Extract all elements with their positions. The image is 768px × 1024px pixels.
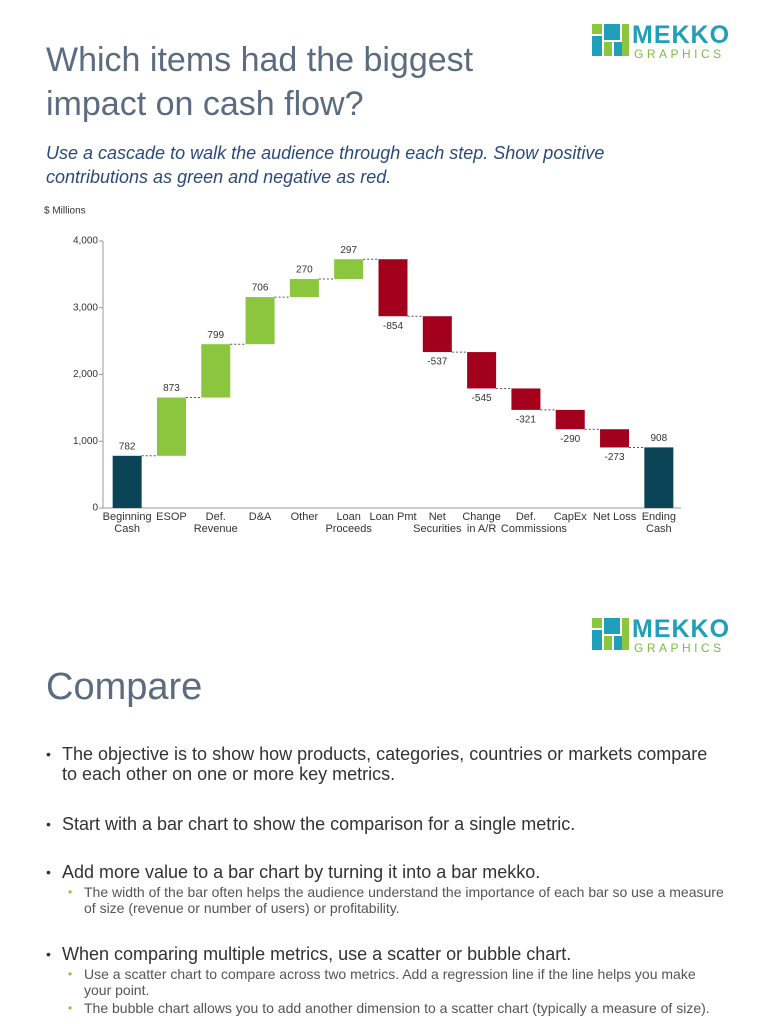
x-tick-label: Beginning Cash (102, 511, 152, 535)
data-label: -273 (605, 452, 625, 463)
bar (467, 352, 497, 389)
y-tick-label: 0 (92, 503, 98, 514)
slide-title: Compare (46, 666, 203, 708)
bullet-text: Add more value to a bar chart by turning… (46, 862, 726, 882)
axis-label: $ Millions (44, 206, 86, 217)
slide-subtitle: Use a cascade to walk the audience throu… (46, 143, 605, 187)
sub-bullet-text: The bubble chart allows you to add anoth… (46, 1000, 726, 1016)
x-tick-label: Change in A/R (462, 511, 501, 535)
x-tick-label: CapEx (553, 511, 587, 523)
y-tick-label: 4,000 (73, 236, 98, 247)
bar (511, 388, 541, 410)
x-tick-label: ESOP (156, 511, 187, 523)
bar (334, 259, 364, 280)
sub-bullet-text: Use a scatter chart to compare across tw… (46, 966, 726, 998)
bar (245, 297, 275, 345)
bar (555, 409, 585, 430)
bullet-item: Add more value to a bar chart by turning… (46, 862, 726, 916)
bar (156, 397, 186, 456)
logo: MEKKO GRAPHICS (592, 615, 752, 658)
slide-title: Which items had the biggest impact on ca… (46, 41, 474, 123)
x-tick-label: Ending Cash (641, 511, 676, 535)
y-tick-label: 1,000 (73, 436, 98, 447)
data-label: -290 (560, 434, 580, 445)
x-tick-label: Def. Commissions (500, 511, 567, 535)
bar (289, 279, 319, 298)
bullet-text: The objective is to show how products, c… (46, 744, 726, 784)
bullet-item: The objective is to show how products, c… (46, 744, 726, 784)
bullet-text: Start with a bar chart to show the compa… (46, 814, 726, 834)
bar (201, 344, 231, 398)
logo-text: MEKKO (632, 615, 731, 643)
bar (600, 429, 630, 448)
x-tick-label: Def. Revenue (193, 511, 238, 535)
data-label: -854 (383, 321, 403, 332)
logo: MEKKO GRAPHICS (592, 21, 752, 64)
bullet-item: When comparing multiple metrics, use a s… (46, 944, 726, 1016)
sub-bullet-text: The width of the bar often helps the aud… (46, 884, 726, 916)
x-tick-label: Net Securities (413, 511, 462, 535)
data-label: 782 (119, 441, 136, 452)
data-label: 706 (252, 283, 269, 294)
logo-text: GRAPHICS (634, 641, 725, 655)
logo-text: GRAPHICS (634, 47, 725, 61)
bullet-item: Start with a bar chart to show the compa… (46, 814, 726, 834)
data-label: -321 (516, 415, 536, 426)
data-label: 270 (296, 265, 313, 276)
bar (112, 455, 142, 508)
chart: $ Millions 0 1,000 2,000 3,000 4,000 782 873 79… (44, 206, 681, 514)
data-label: -545 (472, 393, 492, 404)
y-tick-label: 2,000 (73, 369, 98, 380)
y-tick-label: 3,000 (73, 302, 98, 313)
data-label: 297 (340, 245, 357, 256)
data-label: -537 (427, 357, 447, 368)
data-label: 799 (207, 330, 224, 341)
logo-text: MEKKO (632, 21, 731, 49)
x-tick-label: Net Loss (592, 511, 637, 523)
data-label: 873 (163, 383, 180, 394)
x-tick-label: D&A (248, 511, 272, 523)
x-tick-label: Loan Proceeds (325, 511, 372, 535)
bullet-text: When comparing multiple metrics, use a s… (46, 944, 726, 964)
bar (422, 316, 452, 353)
x-tick-label: Other (290, 511, 319, 523)
data-label: 908 (651, 433, 668, 444)
x-tick-label: Loan Pmt (369, 511, 417, 523)
bar (644, 447, 674, 508)
bar (378, 259, 408, 317)
